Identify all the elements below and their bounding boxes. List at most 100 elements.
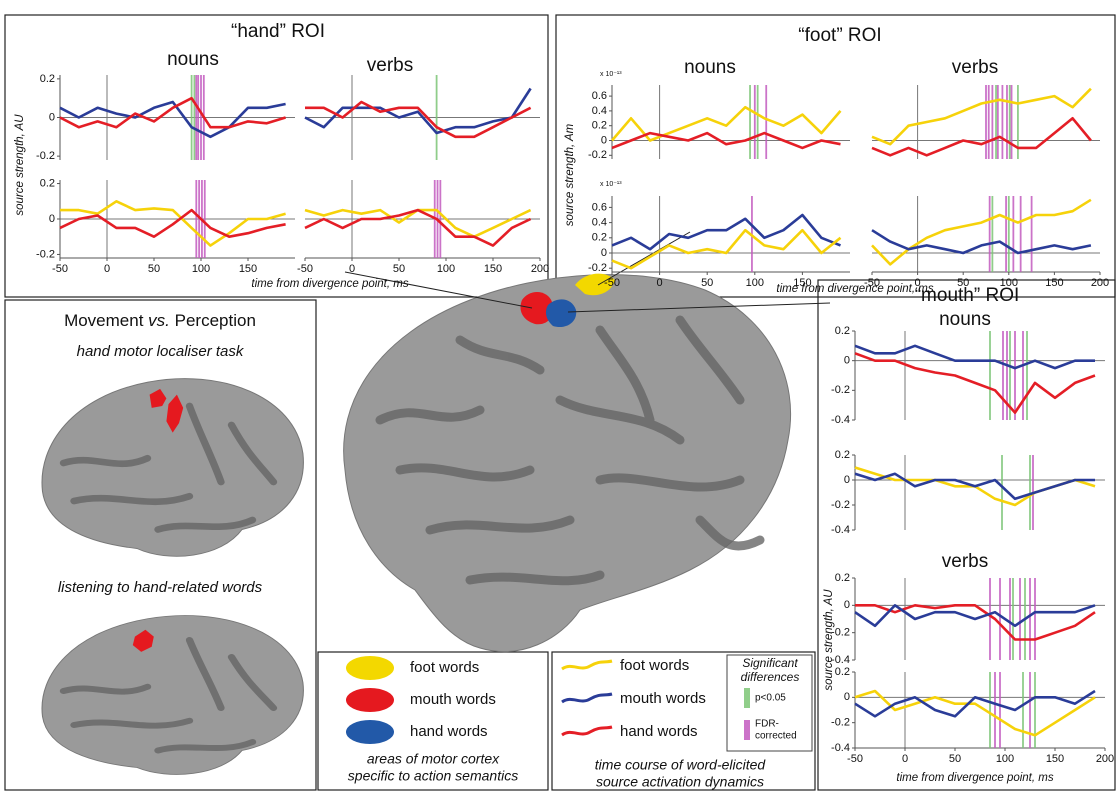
y-tick-label: -0.2 bbox=[831, 627, 850, 639]
significance-label: p<0.05 bbox=[755, 693, 786, 704]
y-tick-label: -0.2 bbox=[36, 248, 55, 260]
x-tick-label: 200 bbox=[1091, 277, 1109, 289]
scale-note: x 10⁻¹³ bbox=[600, 71, 622, 78]
x-tick-label: -50 bbox=[847, 753, 863, 765]
y-tick-label: 0 bbox=[844, 599, 850, 611]
x-tick-label: 200 bbox=[531, 263, 549, 275]
legend-label: foot words bbox=[620, 657, 689, 674]
task-label: listening to hand-related words bbox=[58, 579, 263, 596]
y-tick-label: 0.4 bbox=[592, 217, 607, 229]
y-tick-label: -0.2 bbox=[588, 262, 607, 274]
x-tick-label: 100 bbox=[1000, 277, 1018, 289]
y-tick-label: -0.4 bbox=[831, 524, 850, 536]
title-part: Movement bbox=[64, 311, 144, 330]
legend-caption: time course of word-elicited bbox=[595, 757, 767, 773]
y-tick-label: 0.2 bbox=[592, 120, 607, 132]
significance-label: corrected bbox=[755, 731, 797, 742]
y-tick-label: 0.6 bbox=[592, 90, 607, 102]
significance-title: Significant bbox=[742, 656, 798, 670]
subtitle: verbs bbox=[942, 551, 988, 572]
y-tick-label: 0.4 bbox=[592, 105, 607, 117]
x-tick-label: 0 bbox=[104, 263, 110, 275]
significance-label: FDR- bbox=[755, 719, 779, 730]
y-tick-label: 0 bbox=[844, 355, 850, 367]
x-tick-label: 0 bbox=[657, 277, 663, 289]
significance-title: differences bbox=[741, 670, 800, 684]
x-tick-label: -50 bbox=[297, 263, 313, 275]
y-tick-label: 0.2 bbox=[835, 572, 850, 584]
y-axis-label: source strength, AU bbox=[14, 114, 26, 216]
y-tick-label: -0.2 bbox=[36, 150, 55, 162]
x-tick-label: 0 bbox=[915, 277, 921, 289]
subtitle: nouns bbox=[167, 49, 219, 70]
legend-label: foot words bbox=[410, 659, 479, 676]
x-tick-label: -50 bbox=[52, 263, 68, 275]
y-axis-label: source strength, Am bbox=[564, 123, 576, 226]
x-tick-label: -50 bbox=[864, 277, 880, 289]
y-tick-label: 0 bbox=[49, 111, 55, 123]
panel-title: “foot” ROI bbox=[798, 25, 881, 46]
y-tick-label: 0.6 bbox=[592, 201, 607, 213]
y-tick-label: -0.4 bbox=[831, 414, 850, 426]
y-tick-label: 0.2 bbox=[592, 232, 607, 244]
legend-caption: source activation dynamics bbox=[596, 774, 764, 790]
significance-swatch bbox=[744, 720, 750, 740]
title-part: Perception bbox=[175, 311, 256, 330]
legend-swatch bbox=[346, 720, 394, 744]
x-tick-label: 100 bbox=[437, 263, 455, 275]
y-tick-label: 0 bbox=[49, 213, 55, 225]
x-tick-label: 150 bbox=[239, 263, 257, 275]
y-tick-label: -0.2 bbox=[831, 384, 850, 396]
legend-label: mouth words bbox=[410, 691, 496, 708]
legend-swatch bbox=[346, 688, 394, 712]
subtitle: verbs bbox=[367, 55, 413, 76]
x-tick-label: 50 bbox=[393, 263, 405, 275]
x-tick-label: 50 bbox=[148, 263, 160, 275]
subtitle: nouns bbox=[939, 309, 991, 330]
legend-caption: specific to action semantics bbox=[348, 768, 518, 784]
subtitle: verbs bbox=[952, 57, 998, 78]
y-tick-label: -0.4 bbox=[831, 654, 850, 666]
y-tick-label: 0 bbox=[601, 247, 607, 259]
y-tick-label: 0.2 bbox=[835, 666, 850, 678]
y-tick-label: -0.2 bbox=[588, 149, 607, 161]
legend-label: mouth words bbox=[620, 690, 706, 707]
x-tick-label: 50 bbox=[701, 277, 713, 289]
x-tick-label: 0 bbox=[902, 753, 908, 765]
title-part: vs. bbox=[148, 311, 170, 330]
figure: “hand” ROI nouns verbs time from diverge… bbox=[0, 0, 1119, 794]
x-tick-label: 50 bbox=[949, 753, 961, 765]
y-tick-label: 0.2 bbox=[835, 325, 850, 337]
x-tick-label: -50 bbox=[604, 277, 620, 289]
y-tick-label: 0.2 bbox=[40, 177, 55, 189]
y-tick-label: 0 bbox=[844, 474, 850, 486]
legend-label: hand words bbox=[410, 723, 488, 740]
legend-swatch bbox=[346, 656, 394, 680]
x-axis-label: time from divergence point, ms bbox=[251, 278, 408, 290]
x-tick-label: 100 bbox=[192, 263, 210, 275]
y-tick-label: 0.2 bbox=[835, 449, 850, 461]
y-tick-label: 0 bbox=[844, 691, 850, 703]
y-tick-label: 0.2 bbox=[40, 73, 55, 85]
x-tick-label: 150 bbox=[1046, 753, 1064, 765]
significance-swatch bbox=[744, 688, 750, 708]
legend-caption: areas of motor cortex bbox=[367, 751, 500, 767]
y-tick-label: 0 bbox=[601, 134, 607, 146]
scale-note: x 10⁻¹³ bbox=[600, 181, 622, 188]
subtitle: nouns bbox=[684, 57, 736, 78]
x-tick-label: 150 bbox=[1045, 277, 1063, 289]
y-tick-label: -0.2 bbox=[831, 499, 850, 511]
task-label: hand motor localiser task bbox=[77, 343, 245, 360]
left-title: Movement vs. Perception bbox=[64, 311, 256, 330]
x-tick-label: 200 bbox=[1096, 753, 1114, 765]
x-tick-label: 100 bbox=[746, 277, 764, 289]
legend-label: hand words bbox=[620, 723, 698, 740]
x-tick-label: 150 bbox=[793, 277, 811, 289]
y-axis-label: source strength, AU bbox=[823, 589, 835, 691]
panel-title: “hand” ROI bbox=[231, 21, 325, 42]
x-tick-label: 0 bbox=[349, 263, 355, 275]
x-tick-label: 150 bbox=[484, 263, 502, 275]
x-axis-label: time from divergence point, ms bbox=[896, 772, 1053, 784]
y-tick-label: -0.2 bbox=[831, 717, 850, 729]
x-tick-label: 50 bbox=[957, 277, 969, 289]
